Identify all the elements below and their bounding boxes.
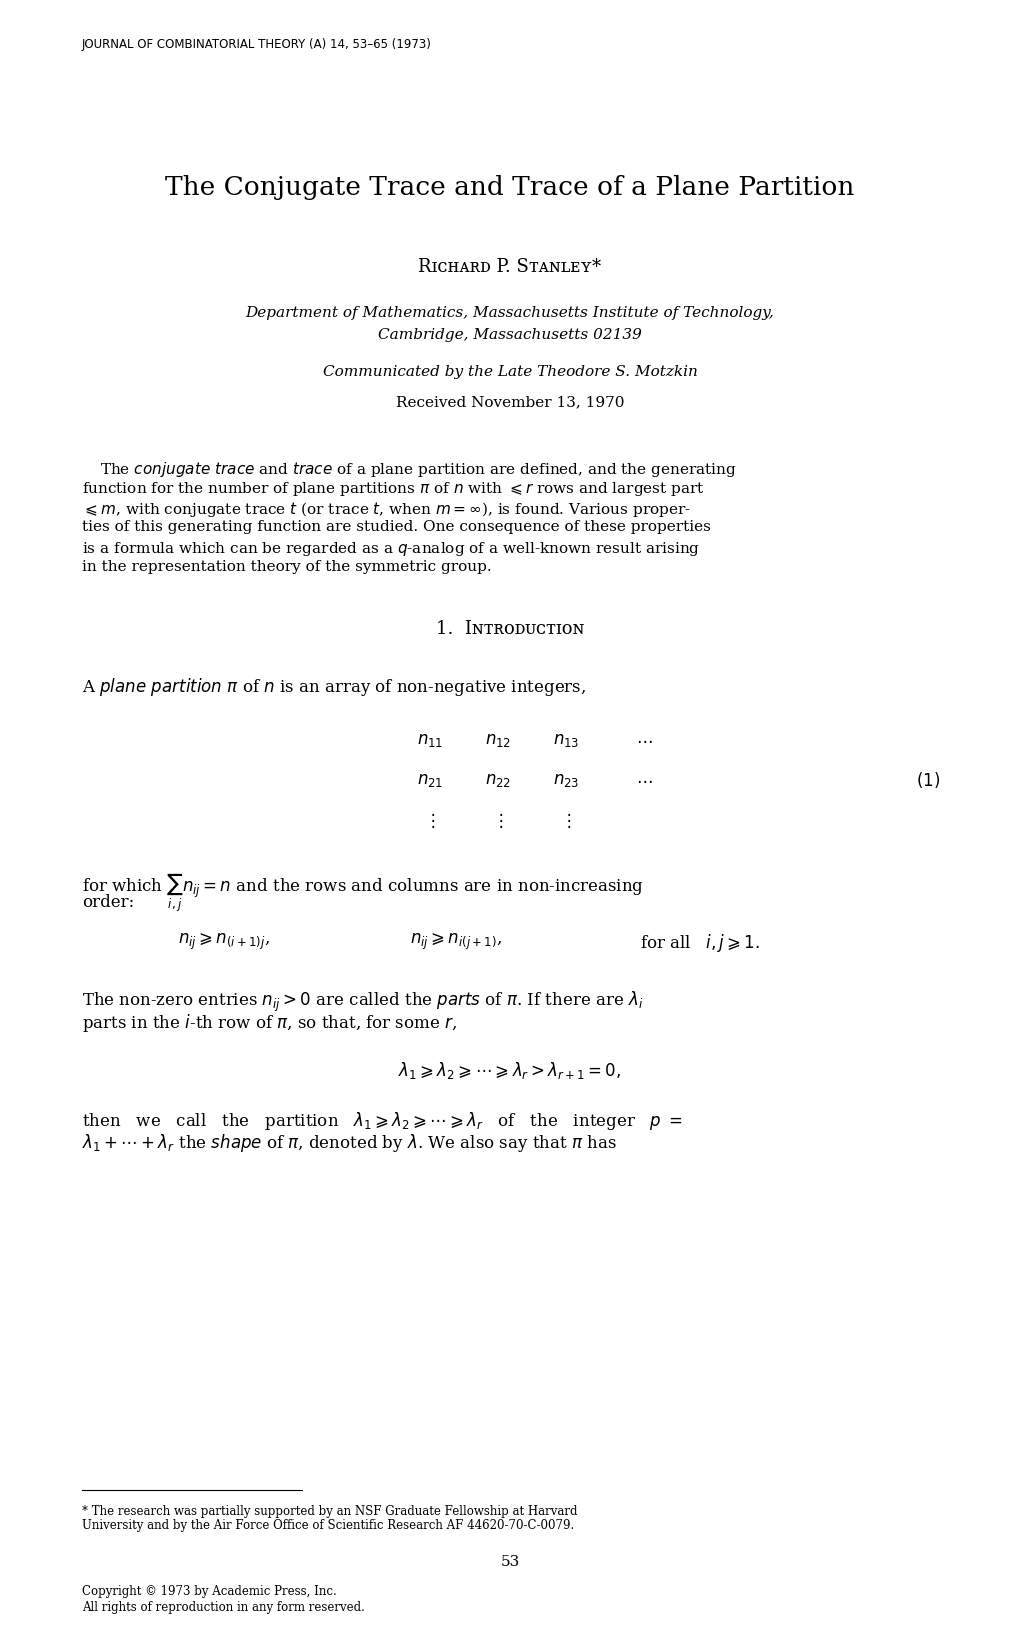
Text: Copyright © 1973 by Academic Press, Inc.: Copyright © 1973 by Academic Press, Inc.	[82, 1585, 336, 1598]
Text: 53: 53	[500, 1555, 519, 1569]
Text: $n_{ij} \geqslant n_{i(j+1)}$,: $n_{ij} \geqslant n_{i(j+1)}$,	[410, 932, 501, 951]
Text: Cambridge, Massachusetts 02139: Cambridge, Massachusetts 02139	[378, 328, 641, 342]
Text: $\lambda_1 + \cdots + \lambda_r$ the $\mathit{shape}$ of $\pi$, denoted by $\lam: $\lambda_1 + \cdots + \lambda_r$ the $\m…	[82, 1132, 616, 1154]
Text: 1.  Iɴᴛʀᴏᴅᴜᴄᴛɪᴏɴ: 1. Iɴᴛʀᴏᴅᴜᴄᴛɪᴏɴ	[435, 621, 584, 639]
Text: The $\mathit{conjugate\ trace}$ and $\mathit{trace}$ of a plane partition are de: The $\mathit{conjugate\ trace}$ and $\ma…	[100, 459, 736, 479]
Text: $\lambda_1 \geqslant \lambda_2 \geqslant \cdots \geqslant \lambda_r > \lambda_{r: $\lambda_1 \geqslant \lambda_2 \geqslant…	[398, 1060, 621, 1081]
Text: All rights of reproduction in any form reserved.: All rights of reproduction in any form r…	[82, 1602, 365, 1615]
Text: The Conjugate Trace and Trace of a Plane Partition: The Conjugate Trace and Trace of a Plane…	[165, 174, 854, 201]
Text: $n_{12}$: $n_{12}$	[484, 731, 511, 749]
Text: $(1)$: $(1)$	[915, 770, 940, 790]
Text: $\vdots$: $\vdots$	[492, 810, 503, 830]
Text: $n_{ij} \geqslant n_{(i+1)j}$,: $n_{ij} \geqslant n_{(i+1)j}$,	[178, 932, 270, 951]
Text: is a formula which can be regarded as a $q$-analog of a well-known result arisin: is a formula which can be regarded as a …	[82, 540, 699, 558]
Text: $n_{21}$: $n_{21}$	[417, 772, 442, 788]
Text: The non-zero entries $n_{ij} > 0$ are called the $\mathit{parts}$ of $\pi$. If t: The non-zero entries $n_{ij} > 0$ are ca…	[82, 989, 643, 1014]
Text: University and by the Air Force Office of Scientific Research AF 44620-70-C-0079: University and by the Air Force Office o…	[82, 1519, 574, 1532]
Text: A $\mathit{plane\ partition}$ $\pi$ of $n$ is an array of non-negative integers,: A $\mathit{plane\ partition}$ $\pi$ of $…	[82, 677, 586, 698]
Text: $n_{23}$: $n_{23}$	[552, 772, 579, 788]
Text: $\cdots$: $\cdots$	[635, 731, 652, 749]
Text: $n_{22}$: $n_{22}$	[484, 772, 511, 788]
Text: Department of Mathematics, Massachusetts Institute of Technology,: Department of Mathematics, Massachusetts…	[246, 306, 773, 319]
Text: for all   $i, j \geqslant 1.$: for all $i, j \geqslant 1.$	[639, 932, 759, 955]
Text: then   we   call   the   partition   $\lambda_1 \geqslant \lambda_2 \geqslant \c: then we call the partition $\lambda_1 \g…	[82, 1109, 683, 1132]
Text: order:: order:	[82, 894, 135, 910]
Text: parts in the $i$-th row of $\pi$, so that, for some $r$,: parts in the $i$-th row of $\pi$, so tha…	[82, 1012, 457, 1034]
Text: $n_{13}$: $n_{13}$	[552, 731, 579, 749]
Text: ties of this generating function are studied. One consequence of these propertie: ties of this generating function are stu…	[82, 520, 710, 533]
Text: $\leqslant$$m$, with conjugate trace $t$ (or trace $t$, when $m = \infty$), is f: $\leqslant$$m$, with conjugate trace $t$…	[82, 500, 691, 518]
Text: $\vdots$: $\vdots$	[559, 810, 571, 830]
Text: for which $\sum_{i,j} n_{ij} = n$ and the rows and columns are in non-increasing: for which $\sum_{i,j} n_{ij} = n$ and th…	[82, 872, 644, 915]
Text: Communicated by the Late Theodore S. Motzkin: Communicated by the Late Theodore S. Mot…	[322, 365, 697, 379]
Text: in the representation theory of the symmetric group.: in the representation theory of the symm…	[82, 560, 491, 574]
Text: * The research was partially supported by an NSF Graduate Fellowship at Harvard: * The research was partially supported b…	[82, 1504, 577, 1518]
Text: function for the number of plane partitions $\pi$ of $n$ with $\leqslant$$r$ row: function for the number of plane partiti…	[82, 481, 704, 499]
Text: $\cdots$: $\cdots$	[635, 772, 652, 788]
Text: JOURNAL OF COMBINATORIAL THEORY (A) 14, 53–65 (1973): JOURNAL OF COMBINATORIAL THEORY (A) 14, …	[82, 38, 431, 51]
Text: $n_{11}$: $n_{11}$	[417, 731, 442, 749]
Text: Rɪᴄʜᴀʀᴅ P. Sᴛᴀɴʟᴇʏ*: Rɪᴄʜᴀʀᴅ P. Sᴛᴀɴʟᴇʏ*	[418, 258, 601, 277]
Text: $\vdots$: $\vdots$	[424, 810, 435, 830]
Text: Received November 13, 1970: Received November 13, 1970	[395, 395, 624, 408]
